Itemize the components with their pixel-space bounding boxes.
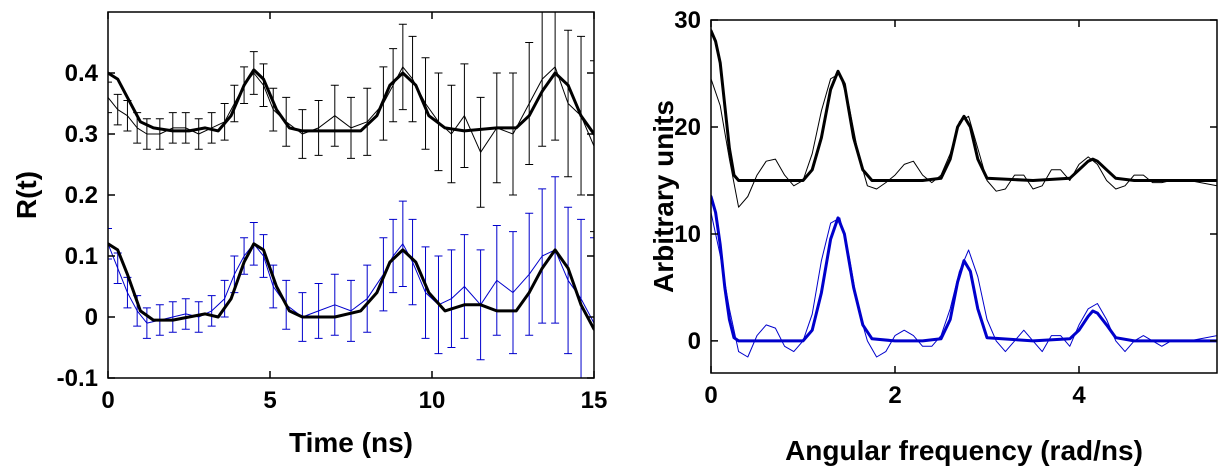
right-x-tick-label-0: 0 [704, 382, 717, 409]
left-chart-r-of-t: 0 5 10 15-0.100.10.20.30.4 Time (ns) R(t) [11, 11, 608, 458]
right-x-axis-label: Angular frequency (rad/ns) [785, 435, 1143, 466]
left-series-0-line [108, 66, 594, 153]
right-chart-frequency-spectrum: 0 2 4 0 10 20 30 Angular frequency (rad/ns) Ar… [648, 7, 1218, 466]
left-y-tick-label-0: -0.1 [57, 365, 98, 392]
right-y-tick-label-3: 30 [674, 7, 701, 34]
left-series-3-line [108, 242, 594, 331]
left-x-tick-label-3: 15 [581, 387, 608, 414]
left-y-axis-label: R(t) [11, 171, 42, 219]
left-x-tick-label-0: 0 [101, 387, 114, 414]
left-plot-area [108, 12, 594, 378]
left-y-tick-label-1: 0 [85, 304, 98, 331]
right-x-tick-label-2: 4 [1072, 382, 1086, 409]
left-y-tick-label-3: 0.2 [65, 182, 98, 209]
right-series-0-line [711, 73, 1217, 208]
right-series-3-line [711, 195, 1217, 343]
right-series-1-line [711, 29, 1217, 182]
right-y-tick-label-1: 10 [674, 221, 701, 248]
left-series-2-errorbar-38 [590, 237, 594, 378]
left-series-0-errorbar-38 [590, 60, 594, 233]
right-y-tick-label-0: 0 [688, 328, 701, 355]
right-y-axis-label: Arbitrary units [648, 100, 679, 293]
left-x-axis-label: Time (ns) [289, 427, 413, 458]
right-x-tick-label-1: 2 [888, 382, 901, 409]
right-y-tick-label-2: 20 [674, 114, 701, 141]
left-x-tick-label-2: 10 [419, 387, 446, 414]
left-x-tick-label-1: 5 [263, 387, 276, 414]
left-series-2-line [108, 243, 594, 324]
left-series-1-line [108, 68, 594, 136]
right-series-2-line [711, 212, 1217, 358]
left-y-tick-label-2: 0.1 [65, 243, 98, 270]
right-plot-area [711, 29, 1217, 358]
right-axes: 0 2 4 0 10 20 30 [674, 7, 1218, 409]
left-y-tick-label-4: 0.3 [65, 121, 98, 148]
left-axes: 0 5 10 15-0.100.10.20.30.4 [57, 11, 608, 414]
left-series-2-errorbar-0 [108, 228, 112, 260]
left-y-tick-label-5: 0.4 [65, 60, 99, 87]
left-series-0-errorbar-0 [108, 81, 112, 114]
right-axes-frame [710, 19, 1218, 374]
